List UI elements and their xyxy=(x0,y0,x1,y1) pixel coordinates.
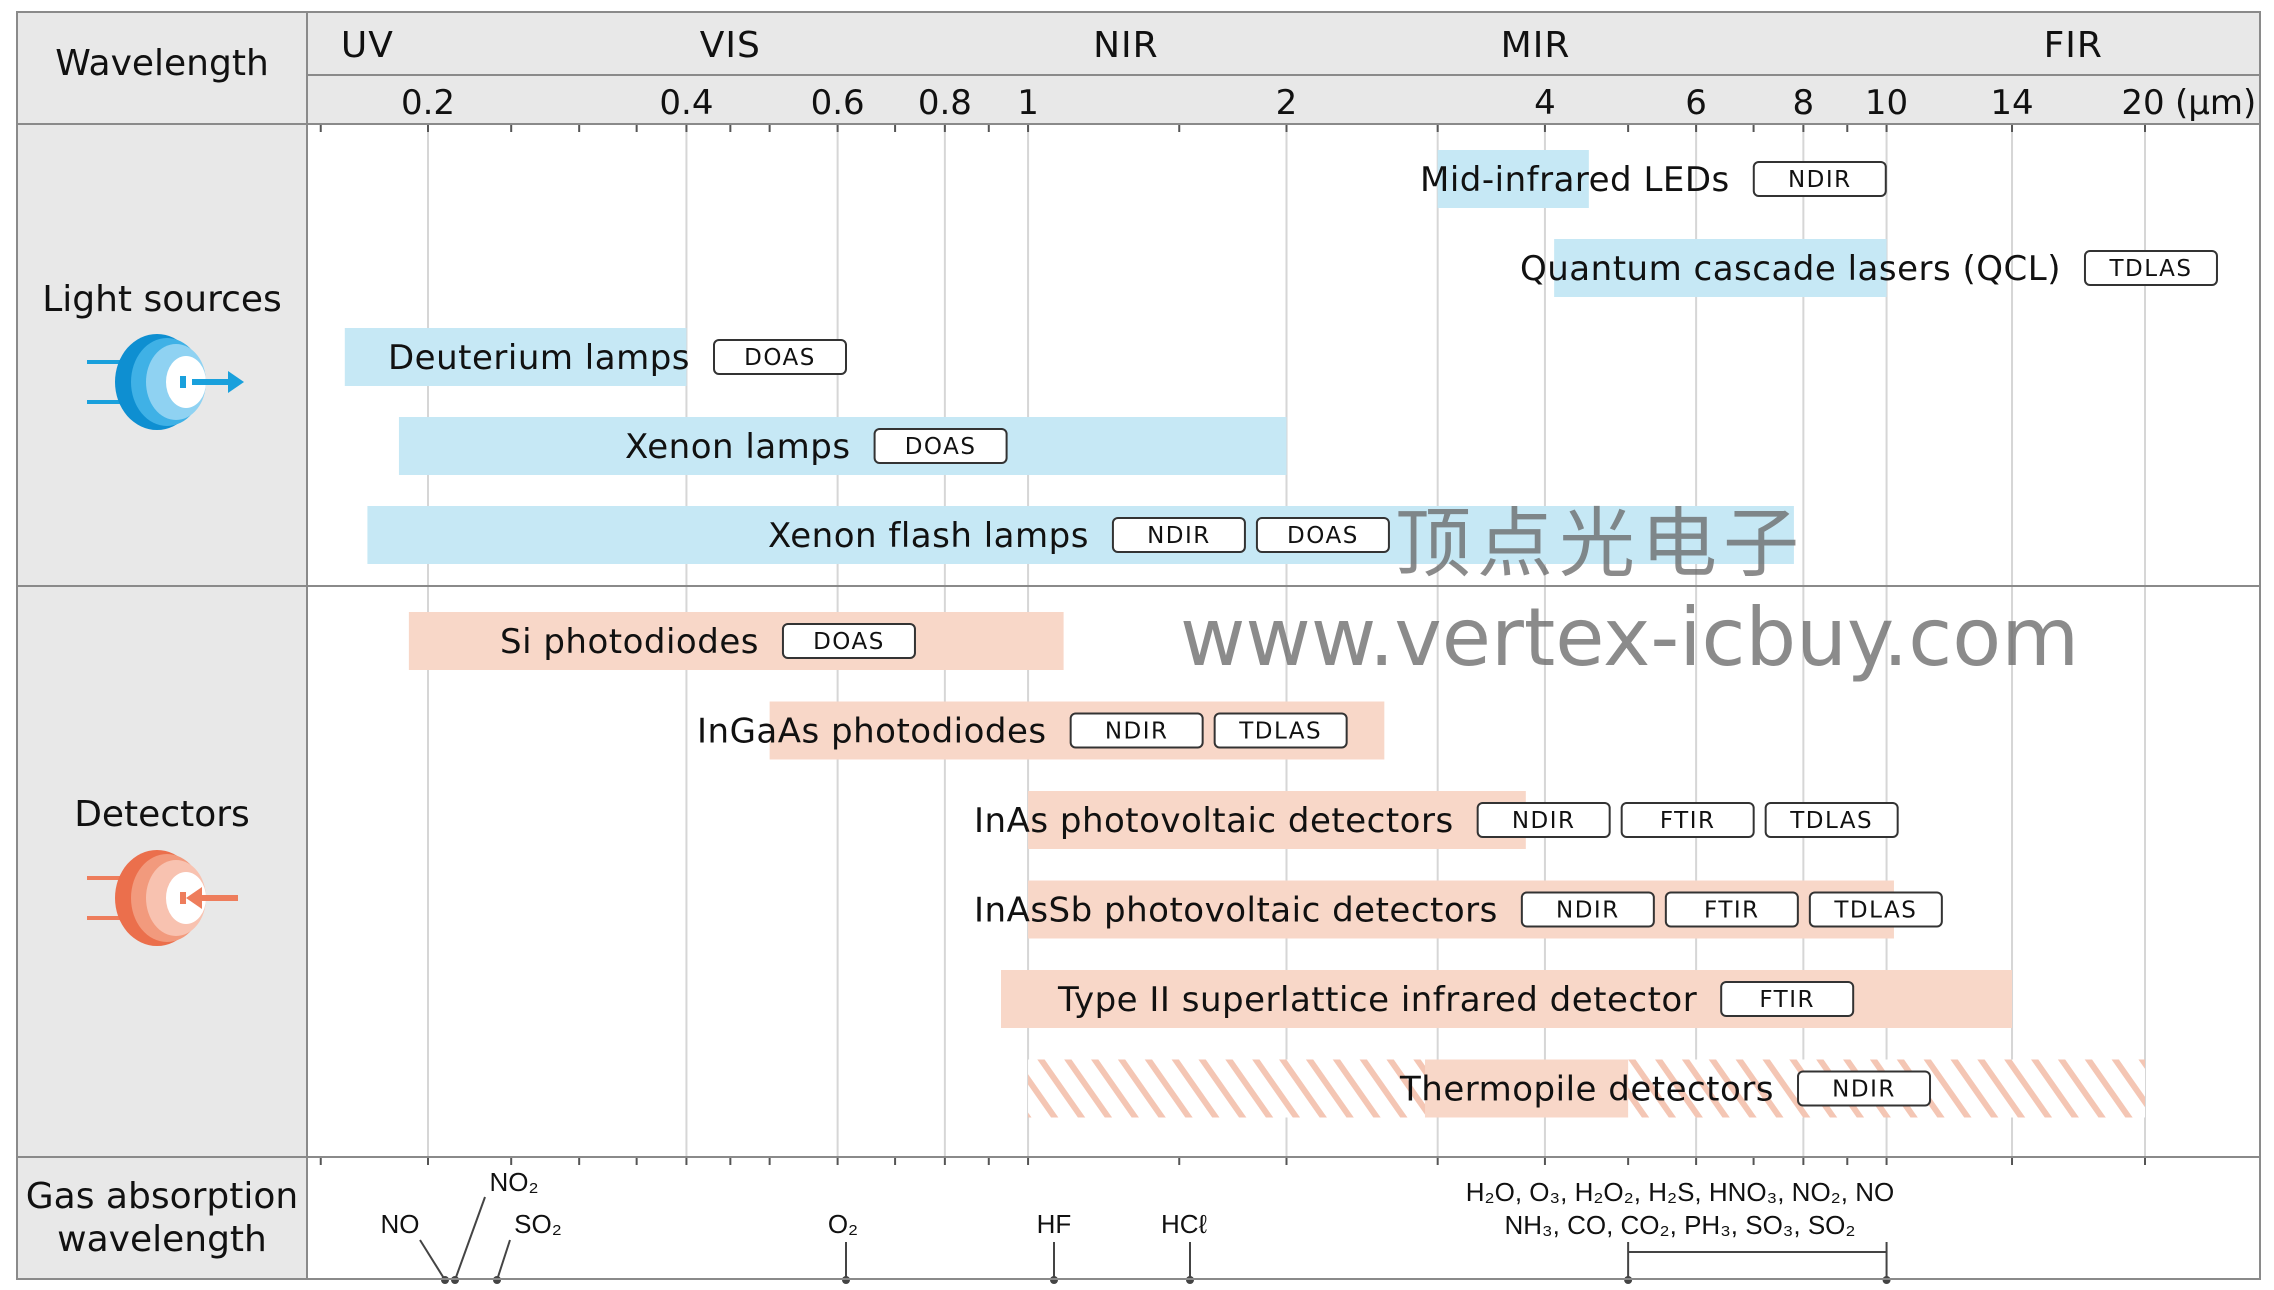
method-tag xyxy=(1764,802,1899,838)
detector-label: InGaAs photodiodes xyxy=(697,712,1047,752)
method-tag xyxy=(1808,891,1943,928)
light-source-bar xyxy=(1554,239,1887,297)
tick-label: 4 xyxy=(1534,83,1556,123)
tick-label: 2 xyxy=(1276,83,1298,123)
gas-label: HF xyxy=(1037,1209,1072,1239)
band-label-nir: NIR xyxy=(1093,25,1159,66)
light-source-label: Xenon flash lamps xyxy=(768,516,1089,556)
spectral-bands: UV VIS NIR MIR FIR xyxy=(341,25,2103,66)
detector-bar xyxy=(1028,791,1526,849)
light-source-label: Quantum cascade lasers (QCL) xyxy=(1520,249,2061,289)
gas-label: NO₂ xyxy=(489,1167,538,1197)
gas-label: SO₂ xyxy=(514,1209,562,1239)
method-tag-label: NDIR xyxy=(1147,523,1211,549)
header-bg xyxy=(17,12,2260,124)
gas-leader xyxy=(496,1239,511,1281)
tick-label: 6 xyxy=(1685,83,1707,123)
detector-bar xyxy=(408,612,1064,670)
tick-label: 0.2 xyxy=(401,83,455,123)
gas-label: O₂ xyxy=(828,1209,858,1239)
tick-label: 0.4 xyxy=(659,83,713,123)
light-source-bar xyxy=(1437,150,1589,208)
method-tag-label: NDIR xyxy=(1105,719,1169,745)
method-tag xyxy=(1797,1070,1932,1107)
method-tag-label: FTIR xyxy=(1704,898,1760,924)
section-gas-line2: wavelength xyxy=(57,1219,267,1260)
gas-group-line2: NH₃, CO, CO₂, PH₃, SO₃, SO₂ xyxy=(1505,1210,1856,1240)
gas-leader xyxy=(454,1196,486,1281)
method-tag-label: NDIR xyxy=(1832,1077,1896,1103)
method-tag xyxy=(1752,161,1887,197)
light-source-bar xyxy=(398,417,1287,475)
tick-label: 0.8 xyxy=(918,83,972,123)
method-tag-label: TDLAS xyxy=(1238,719,1322,745)
method-tag xyxy=(1664,891,1799,928)
detector-label: InAs photovoltaic detectors xyxy=(974,801,1454,841)
method-tag-label: DOAS xyxy=(744,345,816,371)
method-tag-label: DOAS xyxy=(813,629,885,655)
method-tag-label: TDLAS xyxy=(1789,808,1873,834)
method-tag xyxy=(1111,517,1246,553)
method-tag xyxy=(1069,712,1204,749)
detector-label: Si photodiodes xyxy=(500,622,759,662)
method-tag xyxy=(1720,981,1855,1017)
method-tag xyxy=(2083,250,2218,286)
detector-bar xyxy=(1425,1059,1629,1118)
tick-label: 8 xyxy=(1793,83,1815,123)
method-tag-label: NDIR xyxy=(1788,167,1852,193)
frame xyxy=(16,11,2261,1280)
method-tag xyxy=(1620,802,1755,838)
method-tag-label: NDIR xyxy=(1556,898,1620,924)
gas-markers: NO NO₂ SO₂ O₂ HF HCℓ H₂O, O₃, H₂O₂, H₂S, HNO₃,… xyxy=(381,1167,1894,1284)
gas-leader xyxy=(419,1239,446,1281)
method-tag xyxy=(873,428,1008,464)
light-source-label: Xenon lamps xyxy=(625,427,851,467)
gas-group-line1: H₂O, O₃, H₂O₂, H₂S, HNO₃, NO₂, NO xyxy=(1466,1177,1894,1207)
band-label-mir: MIR xyxy=(1501,25,1571,66)
method-tag xyxy=(713,339,847,375)
method-tag xyxy=(781,623,916,659)
tick-label: 20 xyxy=(2121,83,2164,123)
section-light-sources: Light sources xyxy=(42,279,282,320)
method-tag-label: NDIR xyxy=(1512,808,1576,834)
section-gas-line1: Gas absorption xyxy=(26,1176,298,1217)
detector-label: Thermopile detectors xyxy=(1399,1070,1774,1110)
method-tag-label: FTIR xyxy=(1660,808,1716,834)
method-tag-label: TDLAS xyxy=(1833,898,1917,924)
watermark-url: www.vertex-icbuy.com xyxy=(1180,591,2079,684)
band-label-fir: FIR xyxy=(2044,25,2103,66)
axis-unit: (μm) xyxy=(2175,83,2256,123)
section-detectors: Detectors xyxy=(74,794,250,835)
gas-label: NO xyxy=(381,1209,420,1239)
light-source-icon xyxy=(87,334,244,430)
band-label-uv: UV xyxy=(341,25,394,66)
gas-label: HCℓ xyxy=(1161,1209,1208,1239)
method-tag-label: FTIR xyxy=(1759,987,1815,1013)
component-bars: Mid-infrared LEDs NDIR Quantum cascade las… xyxy=(344,150,2218,1118)
side-bg xyxy=(17,124,307,1279)
method-tag xyxy=(1520,891,1655,928)
method-tag-label: TDLAS xyxy=(2109,256,2193,282)
detector-icon xyxy=(87,850,238,946)
tick-label: 10 xyxy=(1865,83,1908,123)
wavelength-label: Wavelength xyxy=(55,43,269,84)
tick-label: 1 xyxy=(1017,83,1039,123)
method-tag-label: DOAS xyxy=(905,434,977,460)
tick-label: 14 xyxy=(1990,83,2033,123)
axis-ticks: 0.2 0.4 0.6 0.8 1 2 4 6 8 10 14 20 (μm) xyxy=(401,83,2256,123)
method-tag xyxy=(1476,802,1611,838)
tick-label: 0.6 xyxy=(811,83,865,123)
method-tag xyxy=(1213,712,1348,749)
light-source-bar xyxy=(344,328,687,386)
light-source-bar xyxy=(367,506,1794,564)
light-source-label: Deuterium lamps xyxy=(388,338,690,378)
method-tag xyxy=(1255,517,1390,553)
watermark-cn: 顶点光电子 xyxy=(1395,499,1805,588)
detector-label: Type II superlattice infrared detector xyxy=(1057,980,1697,1020)
band-label-vis: VIS xyxy=(700,25,761,66)
detector-label: InAsSb photovoltaic detectors xyxy=(974,891,1498,931)
light-source-label: Mid-infrared LEDs xyxy=(1420,160,1730,200)
method-tag-label: DOAS xyxy=(1287,523,1359,549)
